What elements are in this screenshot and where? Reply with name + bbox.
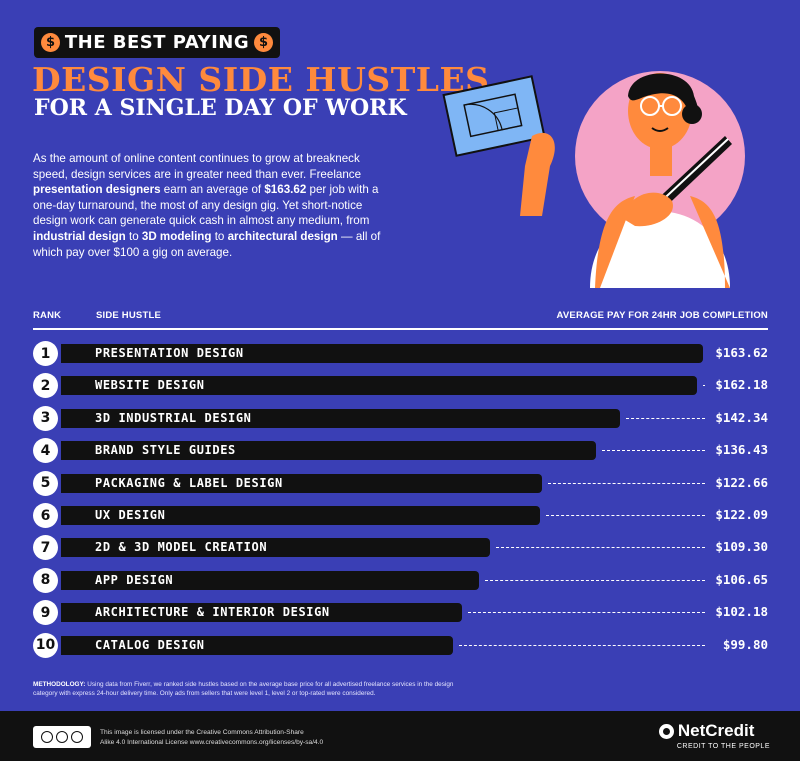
category-label: UX DESIGN xyxy=(95,508,166,522)
chart-row: 9 ARCHITECTURE & INTERIOR DESIGN $102.18 xyxy=(33,600,768,626)
netcredit-mark-icon xyxy=(658,723,674,739)
value-label: $106.65 xyxy=(715,571,768,587)
footer: This image is licensed under the Creativ… xyxy=(0,711,800,761)
category-label: 3D INDUSTRIAL DESIGN xyxy=(95,410,252,425)
bar xyxy=(61,570,479,590)
rank-badge: 1 xyxy=(33,341,58,366)
rank-badge: 6 xyxy=(33,503,58,528)
value-label: $136.43 xyxy=(715,442,768,458)
license-text: This image is licensed under the Creativ… xyxy=(100,729,324,746)
bar xyxy=(61,344,703,363)
netcredit-logo[interactable]: NetCredit CREDIT TO THE PEOPLE xyxy=(658,721,770,750)
intro-paragraph: As the amount of online content continue… xyxy=(33,152,381,259)
hustle-column-header: SIDE HUSTLE xyxy=(96,310,162,321)
value-label: $102.18 xyxy=(715,604,768,620)
dollar-coin-icon: $ xyxy=(41,33,60,52)
bar xyxy=(61,408,620,428)
value-label: $109.30 xyxy=(715,539,768,555)
rank-badge: 3 xyxy=(33,405,58,431)
category-label: BRAND STYLE GUIDES xyxy=(95,443,236,458)
category-label: APP DESIGN xyxy=(95,572,174,587)
category-label: CATALOG DESIGN xyxy=(95,637,205,652)
page-subtitle: FOR A SINGLE DAY OF WORK xyxy=(34,95,407,121)
value-label: $142.34 xyxy=(715,409,768,425)
category-label: PACKAGING & LABEL DESIGN xyxy=(95,475,283,490)
dollar-coin-icon: $ xyxy=(254,33,273,52)
leader-line xyxy=(468,612,705,614)
leader-line xyxy=(703,385,705,387)
rank-badge: 2 xyxy=(33,373,58,399)
chart-row: 6 UX DESIGN $122.09 xyxy=(33,503,768,528)
rank-badge: 8 xyxy=(33,567,58,593)
bar xyxy=(61,376,697,396)
chart-row: 7 2D & 3D MODEL CREATION $109.30 xyxy=(33,535,768,561)
rank-badge: 7 xyxy=(33,535,58,561)
creative-commons-icon[interactable] xyxy=(33,726,91,748)
chart-row: 4 BRAND STYLE GUIDES $136.43 xyxy=(33,438,768,464)
header-divider xyxy=(33,328,768,330)
chart-row: 10 CATALOG DESIGN $99.80 xyxy=(33,632,768,658)
chart-row: 3 3D INDUSTRIAL DESIGN $142.34 xyxy=(33,405,768,431)
chart-row: 2 WEBSITE DESIGN $162.18 xyxy=(33,373,768,399)
value-label: $122.09 xyxy=(715,507,768,522)
rank-badge: 9 xyxy=(33,600,58,626)
bar xyxy=(61,473,542,493)
page-title: DESIGN SIDE HUSTLES xyxy=(32,60,490,99)
rank-badge: 4 xyxy=(33,438,58,464)
title-badge: $ THE BEST PAYING $ xyxy=(34,27,280,58)
designer-illustration xyxy=(442,71,745,288)
brand-tagline: CREDIT TO THE PEOPLE xyxy=(676,743,770,750)
bar xyxy=(61,506,540,525)
value-label: $163.62 xyxy=(715,345,768,360)
value-label: $162.18 xyxy=(715,377,768,393)
rank-column-header: RANK xyxy=(33,310,62,321)
category-label: 2D & 3D MODEL CREATION xyxy=(95,540,268,555)
category-label: WEBSITE DESIGN xyxy=(95,378,205,393)
bar xyxy=(61,635,453,655)
methodology-note: METHODOLOGY: Using data from Fiverr, we … xyxy=(33,681,454,697)
bar xyxy=(61,603,462,623)
leader-line xyxy=(546,515,705,516)
bar xyxy=(61,441,596,461)
chart-row: 1 PRESENTATION DESIGN $163.62 xyxy=(33,341,768,366)
leader-line xyxy=(496,547,705,549)
pay-column-header: AVERAGE PAY FOR 24HR JOB COMPLETION xyxy=(556,310,768,321)
badge-text: THE BEST PAYING xyxy=(64,32,250,53)
leader-line xyxy=(485,579,705,581)
rank-badge: 5 xyxy=(33,470,58,496)
category-label: PRESENTATION DESIGN xyxy=(95,346,244,360)
leader-line xyxy=(626,417,705,419)
leader-line xyxy=(548,482,705,484)
category-label: ARCHITECTURE & INTERIOR DESIGN xyxy=(95,605,330,620)
bar xyxy=(61,538,490,558)
value-label: $122.66 xyxy=(715,474,768,490)
value-label: $99.80 xyxy=(722,636,768,652)
chart-row: 8 APP DESIGN $106.65 xyxy=(33,567,768,593)
rank-badge: 10 xyxy=(33,632,58,658)
leader-line xyxy=(602,450,705,452)
chart-row: 5 PACKAGING & LABEL DESIGN $122.66 xyxy=(33,470,768,496)
leader-line xyxy=(459,644,705,646)
brand-name: NetCredit xyxy=(677,721,755,740)
